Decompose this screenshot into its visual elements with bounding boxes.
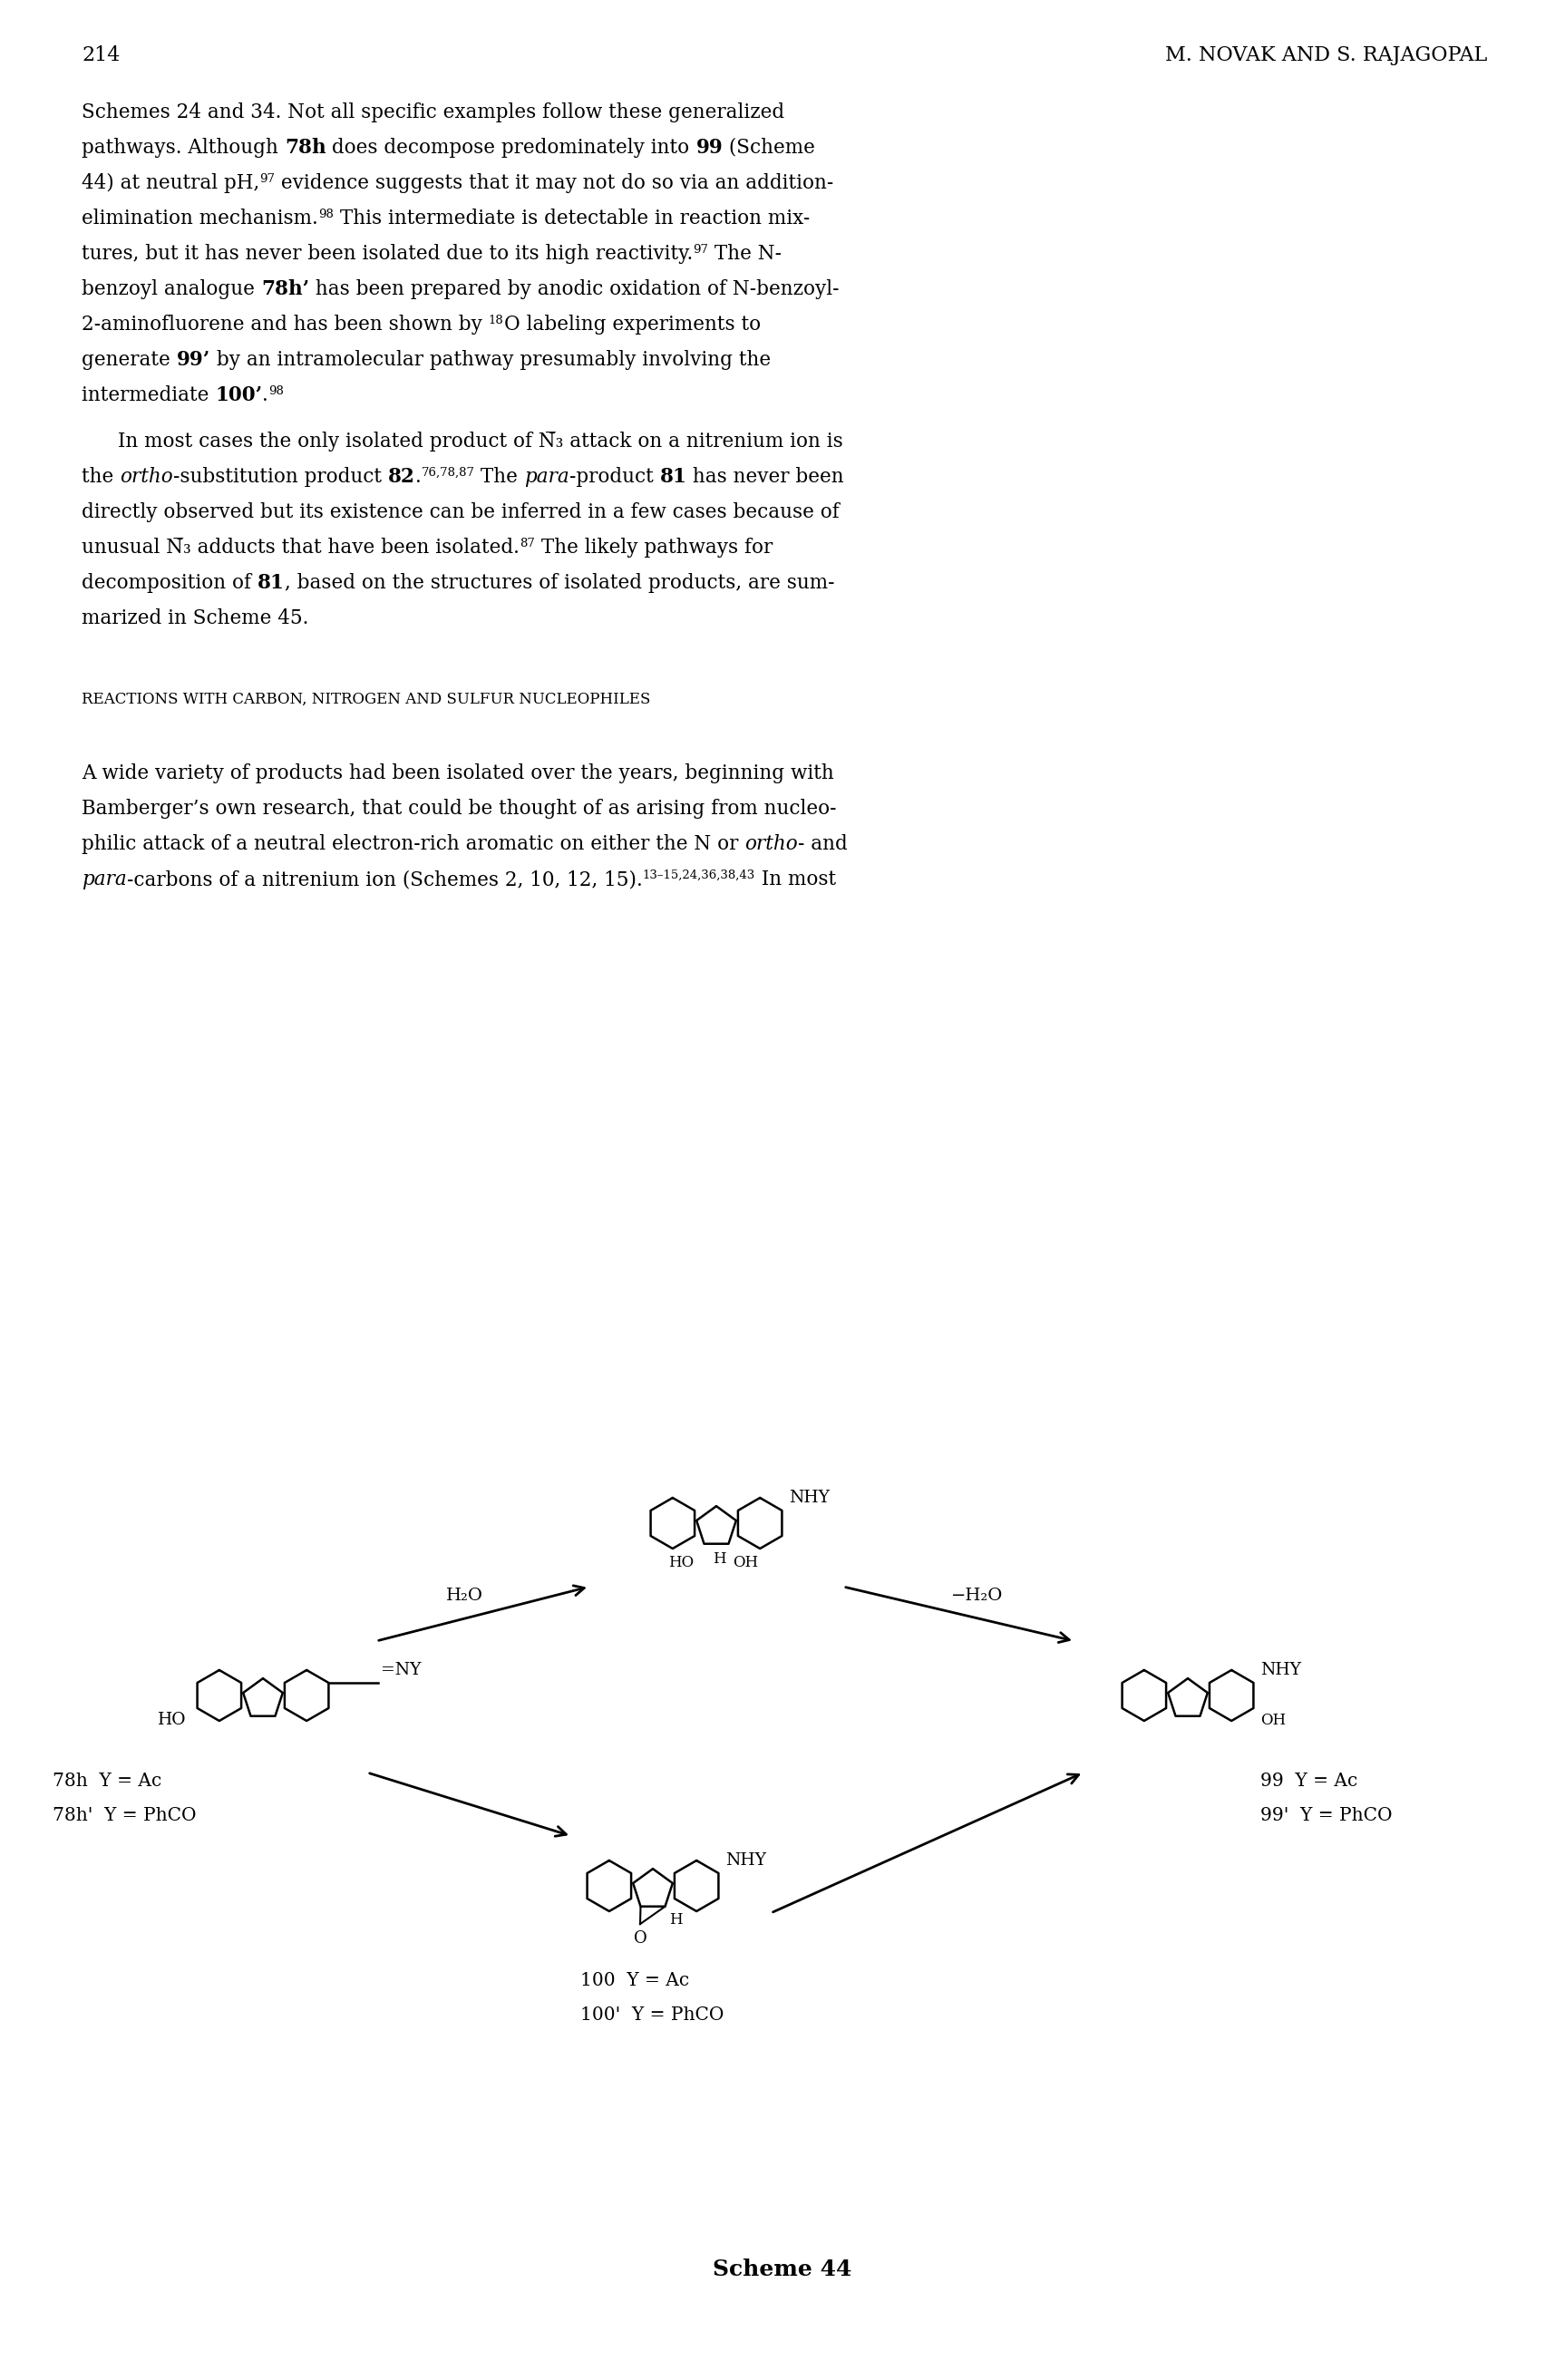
Text: The likely pathways for: The likely pathways for [535,538,773,557]
Text: , based on the structures of isolated products, are sum-: , based on the structures of isolated pr… [285,574,834,593]
Text: 78h: 78h [285,138,326,157]
Text: directly observed but its existence can be inferred in a few cases because of: directly observed but its existence can … [81,502,839,521]
Text: 78h  Y = Ac: 78h Y = Ac [53,1773,161,1790]
Text: does decompose predominately into: does decompose predominately into [326,138,696,157]
Text: =NY: =NY [382,1661,421,1678]
Text: 100  Y = Ac: 100 Y = Ac [581,1973,689,1990]
Text: .: . [415,466,421,488]
Text: In most cases the only isolated product of N̅₃ attack on a nitrenium ion is: In most cases the only isolated product … [117,431,844,452]
Text: M. NOVAK AND S. RAJAGOPAL: M. NOVAK AND S. RAJAGOPAL [1164,45,1487,64]
Text: has been prepared by anodic oxidation of N-benzoyl-: has been prepared by anodic oxidation of… [308,278,839,300]
Text: Scheme 44: Scheme 44 [714,2259,851,2280]
Text: Bamberger’s own research, that could be thought of as arising from nucleo-: Bamberger’s own research, that could be … [81,800,836,819]
Text: A wide variety of products had been isolated over the years, beginning with: A wide variety of products had been isol… [81,764,834,783]
Text: the: the [81,466,121,488]
Text: 99’: 99’ [177,350,210,369]
Text: decomposition of: decomposition of [81,574,257,593]
Text: 99: 99 [696,138,723,157]
Text: pathways. Although: pathways. Although [81,138,285,157]
Text: O labeling experiments to: O labeling experiments to [504,314,761,336]
Text: O: O [634,1930,646,1947]
Text: −H₂O: −H₂O [952,1587,1003,1604]
Text: NHY: NHY [1261,1661,1302,1678]
Text: 98: 98 [318,209,333,221]
Text: 82: 82 [388,466,415,488]
Text: 99'  Y = PhCO: 99' Y = PhCO [1260,1806,1393,1823]
Text: 76,78,87: 76,78,87 [421,466,474,478]
Text: by an intramolecular pathway presumably involving the: by an intramolecular pathway presumably … [210,350,770,369]
Text: evidence suggests that it may not do so via an addition-: evidence suggests that it may not do so … [275,174,834,193]
Text: ortho: ortho [745,833,798,854]
Text: 2-aminofluorene and has been shown by: 2-aminofluorene and has been shown by [81,314,488,336]
Text: The: The [474,466,524,488]
Text: 81: 81 [659,466,687,488]
Text: Schemes 24 and 34. Not all specific examples follow these generalized: Schemes 24 and 34. Not all specific exam… [81,102,784,121]
Text: This intermediate is detectable in reaction mix-: This intermediate is detectable in react… [333,209,809,228]
Text: elimination mechanism.: elimination mechanism. [81,209,318,228]
Text: -product: -product [570,466,659,488]
Text: tures, but it has never been isolated due to its high reactivity.: tures, but it has never been isolated du… [81,243,693,264]
Text: 18: 18 [488,314,504,326]
Text: HO: HO [668,1554,693,1571]
Text: intermediate: intermediate [81,386,214,405]
Text: H: H [712,1552,726,1566]
Text: 78h'  Y = PhCO: 78h' Y = PhCO [53,1806,196,1823]
Text: (Scheme: (Scheme [723,138,815,157]
Text: philic attack of a neutral electron-rich aromatic on either the N or: philic attack of a neutral electron-rich… [81,833,745,854]
Text: 44) at neutral pH,: 44) at neutral pH, [81,174,260,193]
Text: para: para [524,466,570,488]
Text: 81: 81 [257,574,285,593]
Text: 100’: 100’ [214,386,263,405]
Text: 87: 87 [520,538,535,550]
Text: ortho: ortho [121,466,174,488]
Text: -substitution product: -substitution product [174,466,388,488]
Text: .: . [263,386,269,405]
Text: 100'  Y = PhCO: 100' Y = PhCO [581,2006,725,2023]
Text: REACTIONS WITH CARBON, NITROGEN AND SULFUR NUCLEOPHILES: REACTIONS WITH CARBON, NITROGEN AND SULF… [81,693,651,707]
Text: The N-: The N- [709,243,782,264]
Text: NHY: NHY [726,1852,767,1868]
Text: para: para [81,869,127,890]
Text: 97: 97 [260,174,275,186]
Text: 98: 98 [269,386,283,397]
Text: 13–15,24,36,38,43: 13–15,24,36,38,43 [642,869,754,881]
Text: unusual N̅₃ adducts that have been isolated.: unusual N̅₃ adducts that have been isola… [81,538,520,557]
Text: H₂O: H₂O [446,1587,484,1604]
Text: H: H [670,1911,682,1928]
Text: 78h’: 78h’ [261,278,308,300]
Text: has never been: has never been [687,466,844,488]
Text: 214: 214 [81,45,121,64]
Text: 97: 97 [693,243,709,255]
Text: OH: OH [732,1554,757,1571]
Text: generate: generate [81,350,177,369]
Text: - and: - and [798,833,848,854]
Text: HO: HO [158,1711,186,1728]
Text: benzoyl analogue: benzoyl analogue [81,278,261,300]
Text: OH: OH [1261,1714,1286,1728]
Text: NHY: NHY [789,1490,829,1507]
Text: In most: In most [754,869,836,890]
Text: 99  Y = Ac: 99 Y = Ac [1260,1773,1357,1790]
Text: -carbons of a nitrenium ion (Schemes 2, 10, 12, 15).: -carbons of a nitrenium ion (Schemes 2, … [127,869,642,890]
Text: marized in Scheme 45.: marized in Scheme 45. [81,609,308,628]
